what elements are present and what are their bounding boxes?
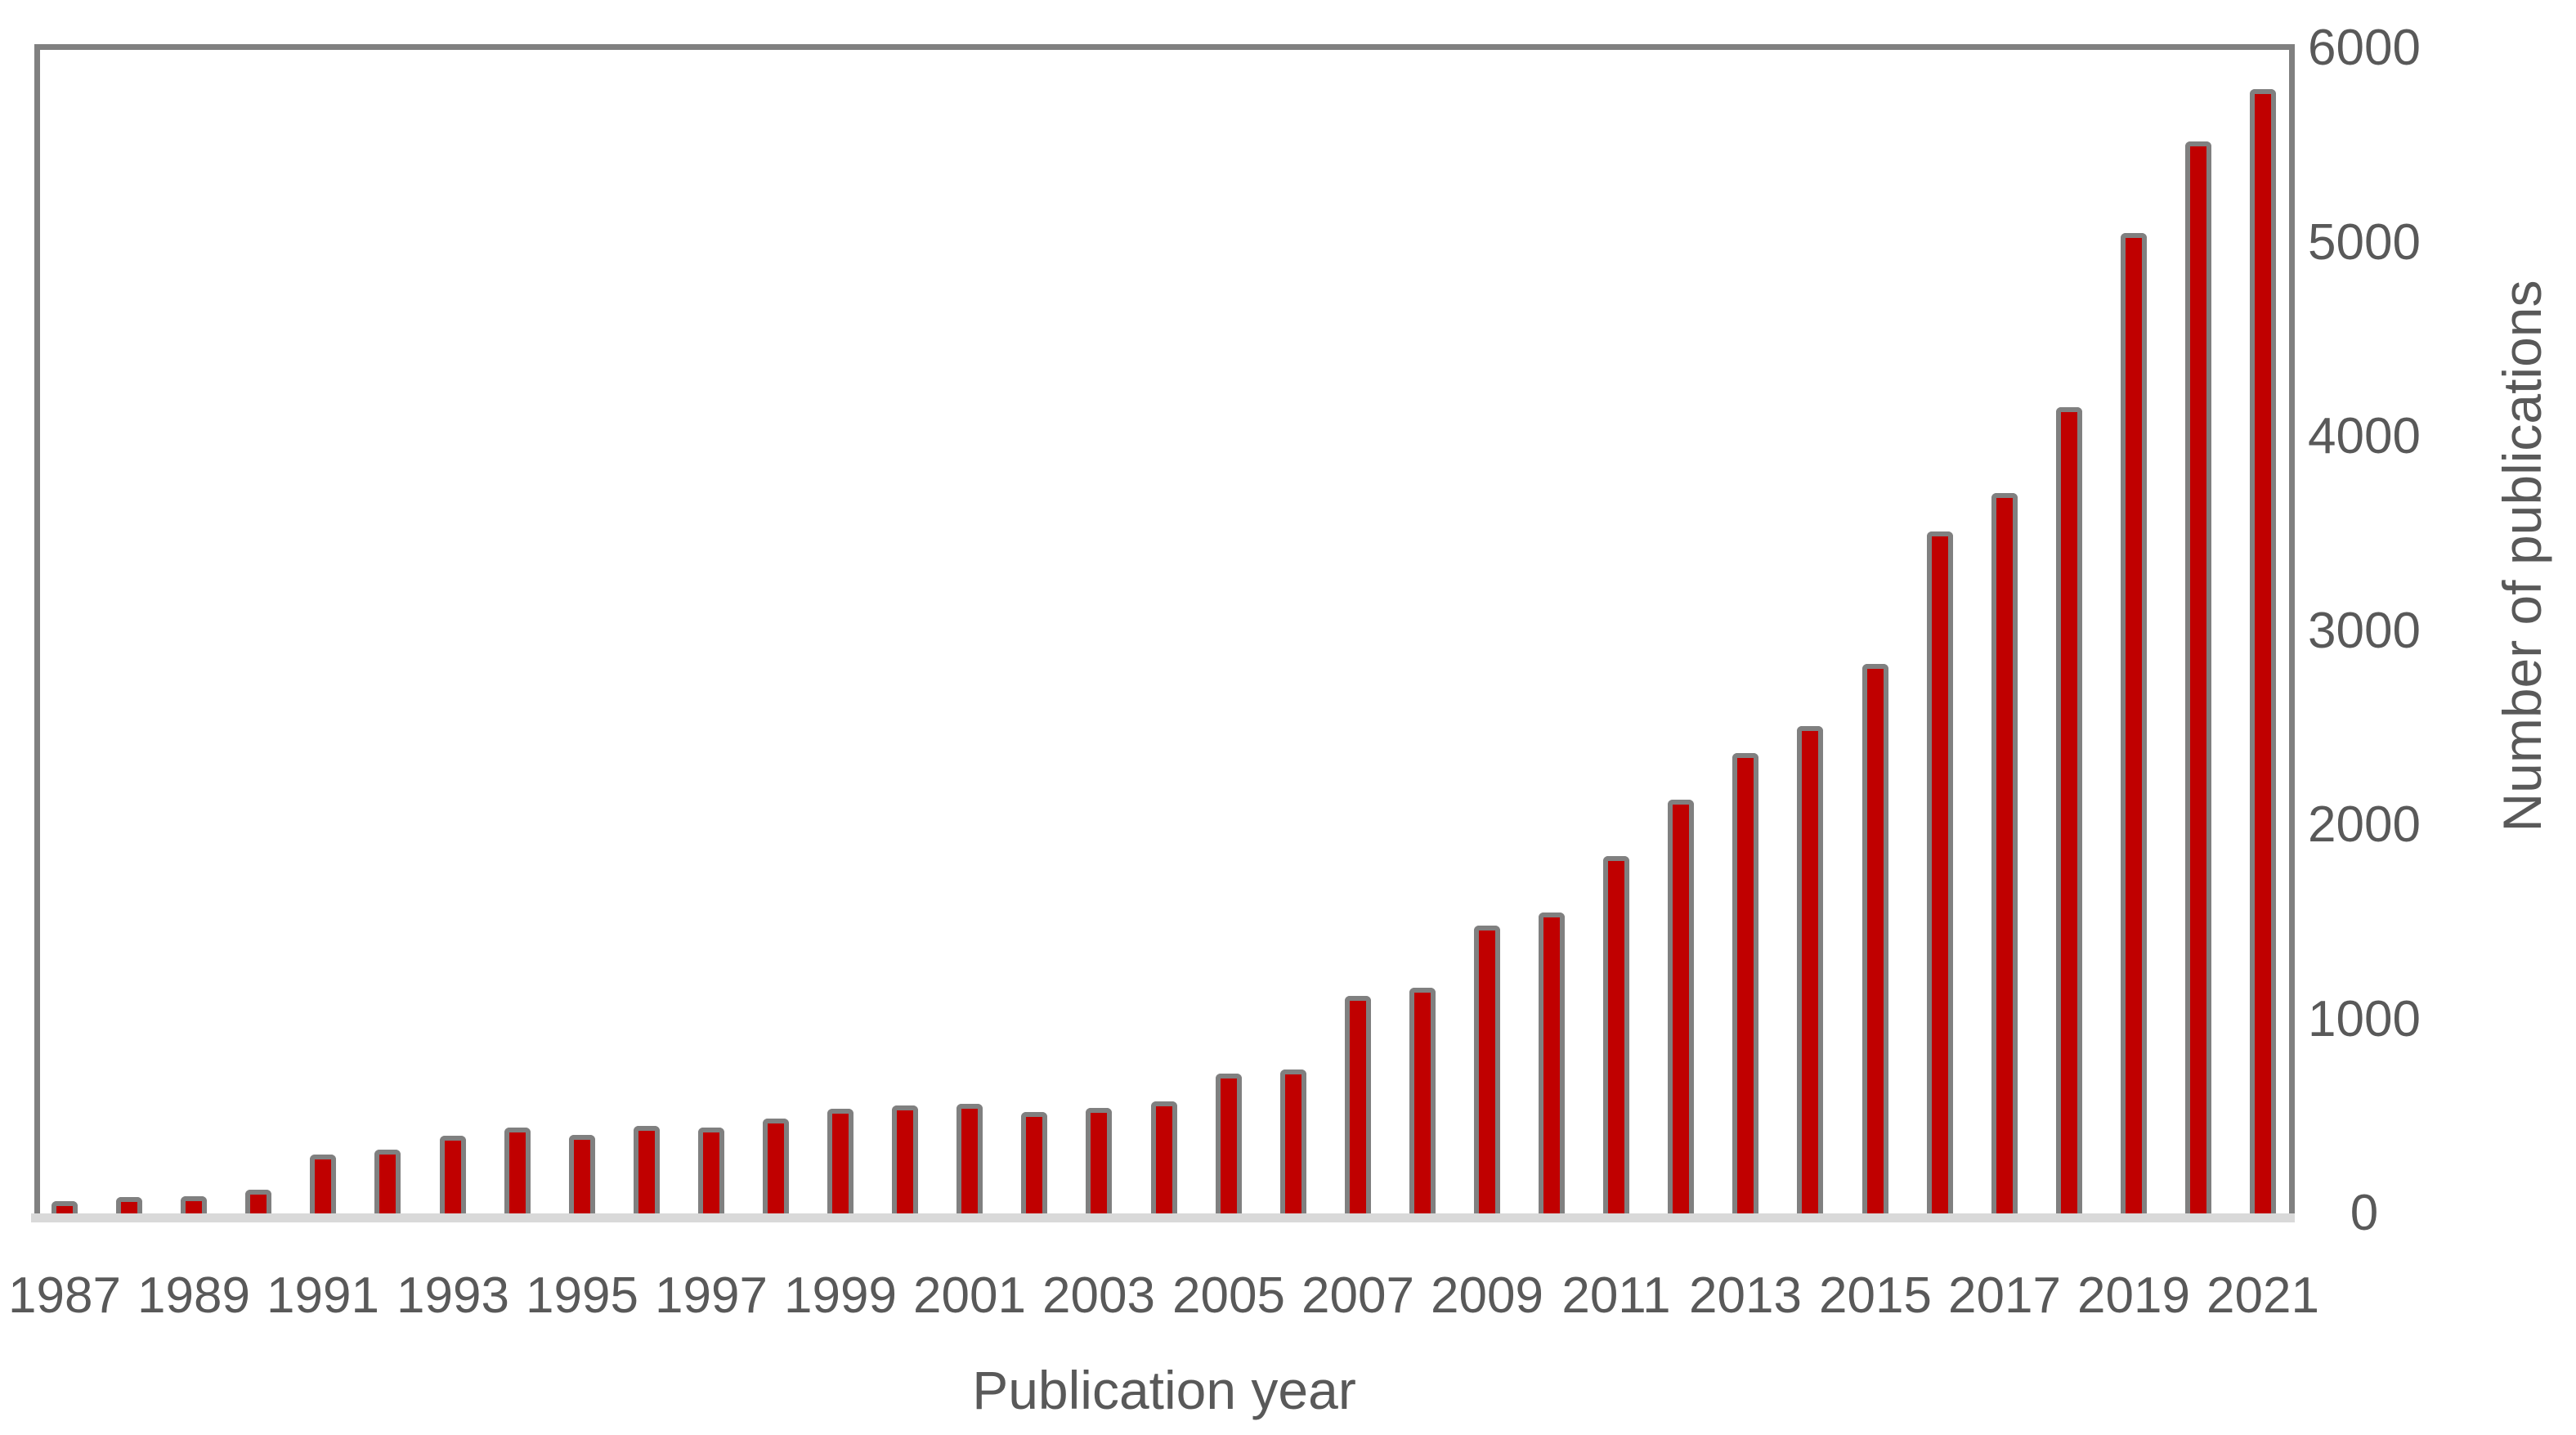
- x-tick-1995: 1995: [526, 1267, 638, 1324]
- bar-1988: [116, 1197, 142, 1213]
- bar-2006: [1280, 1070, 1306, 1213]
- x-tick-2013: 2013: [1689, 1267, 1802, 1324]
- bar-2011: [1603, 856, 1629, 1213]
- y-tick-3000: 3000: [2308, 603, 2421, 659]
- y-tick-5000: 5000: [2308, 214, 2421, 271]
- y-tick-6000: 6000: [2308, 20, 2421, 76]
- bar-2003: [1086, 1108, 1112, 1213]
- bar-1993: [440, 1136, 466, 1213]
- x-tick-1997: 1997: [655, 1267, 768, 1324]
- bar-2012: [1668, 800, 1694, 1213]
- plot-frame-top-line: [34, 44, 2295, 50]
- bar-2000: [892, 1105, 918, 1213]
- x-axis-line: [31, 1213, 2295, 1222]
- plot-frame-right-line: [2289, 44, 2295, 1213]
- bar-1991: [310, 1155, 336, 1213]
- bar-2017: [1991, 493, 2018, 1213]
- plot-frame-left-line: [34, 44, 40, 1213]
- bar-2016: [1927, 531, 1953, 1213]
- bar-2001: [956, 1104, 983, 1213]
- x-tick-1989: 1989: [137, 1267, 250, 1324]
- bar-1999: [827, 1109, 853, 1213]
- bar-1994: [504, 1128, 531, 1213]
- x-tick-2011: 2011: [1561, 1267, 1671, 1324]
- y-tick-0: 0: [2350, 1185, 2379, 1241]
- bar-2013: [1732, 753, 1758, 1213]
- bar-1998: [763, 1119, 789, 1213]
- bar-1995: [569, 1135, 595, 1213]
- bar-1992: [374, 1150, 401, 1213]
- bar-1987: [52, 1201, 78, 1213]
- bar-2002: [1021, 1112, 1047, 1213]
- bar-2021: [2250, 89, 2276, 1213]
- bar-2010: [1539, 913, 1565, 1213]
- y-tick-1000: 1000: [2308, 991, 2421, 1047]
- bar-2005: [1216, 1074, 1242, 1213]
- y-tick-4000: 4000: [2308, 408, 2421, 464]
- x-tick-2015: 2015: [1819, 1267, 1932, 1324]
- bar-1990: [245, 1190, 271, 1213]
- bar-1997: [698, 1128, 724, 1213]
- bar-2018: [2056, 407, 2082, 1213]
- x-tick-2021: 2021: [2206, 1267, 2319, 1324]
- bar-2019: [2121, 233, 2147, 1213]
- x-tick-2019: 2019: [2077, 1267, 2190, 1324]
- x-tick-2003: 2003: [1042, 1267, 1155, 1324]
- x-tick-2017: 2017: [1948, 1267, 2061, 1324]
- bar-2014: [1797, 726, 1823, 1213]
- bar-2009: [1474, 926, 1500, 1213]
- x-tick-2009: 2009: [1431, 1267, 1543, 1324]
- x-tick-2005: 2005: [1172, 1267, 1285, 1324]
- y-axis-title: Number of publications: [2492, 280, 2552, 832]
- bar-2020: [2185, 141, 2211, 1213]
- x-tick-1991: 1991: [267, 1267, 379, 1324]
- bar-2004: [1151, 1101, 1177, 1213]
- bar-1989: [181, 1196, 207, 1213]
- bar-2008: [1409, 988, 1436, 1213]
- bar-2015: [1862, 664, 1888, 1213]
- bar-1996: [634, 1126, 660, 1213]
- y-tick-2000: 2000: [2308, 796, 2421, 853]
- bar-2007: [1345, 996, 1371, 1213]
- x-tick-1987: 1987: [8, 1267, 121, 1324]
- x-tick-2007: 2007: [1301, 1267, 1414, 1324]
- x-axis-title: Publication year: [972, 1360, 1356, 1420]
- x-tick-1993: 1993: [396, 1267, 509, 1324]
- x-tick-2001: 2001: [913, 1267, 1026, 1324]
- x-tick-1999: 1999: [784, 1267, 897, 1324]
